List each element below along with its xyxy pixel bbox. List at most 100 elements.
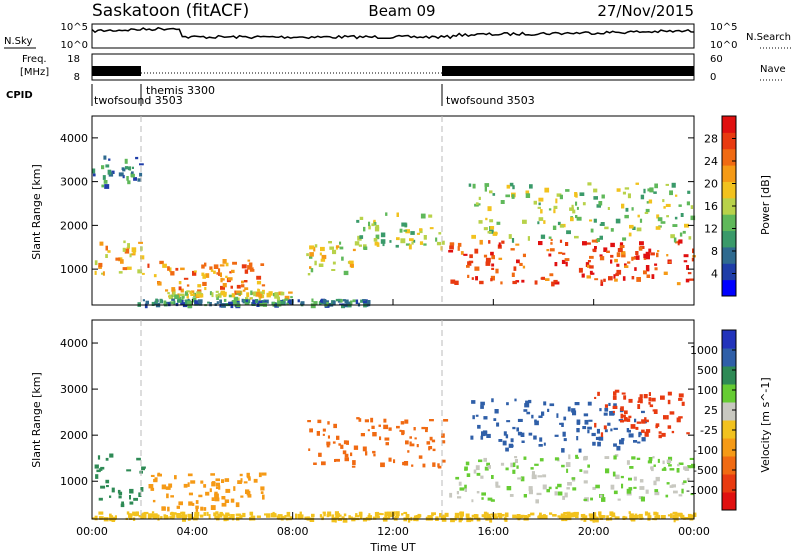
heatmap-cell <box>122 247 126 252</box>
heatmap-cell <box>658 431 662 434</box>
heatmap-cell <box>485 431 488 436</box>
heatmap-cell <box>346 440 349 445</box>
heatmap-cell <box>202 281 207 286</box>
heatmap-cell <box>178 286 182 291</box>
heatmap-cell <box>461 511 464 517</box>
heatmap-cell <box>683 254 689 258</box>
heatmap-cell <box>384 511 389 514</box>
heatmap-cell <box>132 511 136 516</box>
heatmap-cell <box>481 514 485 518</box>
heatmap-cell <box>339 246 344 250</box>
heatmap-cell <box>215 290 219 293</box>
heatmap-cell <box>657 250 660 253</box>
heatmap-cell <box>636 457 641 460</box>
heatmap-cell <box>383 424 389 430</box>
heatmap-cell <box>668 456 673 461</box>
heatmap-cell <box>660 395 665 400</box>
heatmap-cell <box>610 512 616 516</box>
heatmap-cell <box>183 483 188 488</box>
heatmap-cell <box>208 514 211 519</box>
heatmap-cell <box>167 292 170 295</box>
heatmap-cell <box>641 429 645 433</box>
heatmap-cell <box>563 512 567 515</box>
heatmap-cell <box>384 515 388 519</box>
heatmap-cell <box>561 259 566 264</box>
heatmap-cell <box>470 435 474 440</box>
heatmap-cell <box>126 469 132 472</box>
heatmap-cell <box>553 205 558 209</box>
heatmap-cell <box>621 483 624 489</box>
heatmap-cell <box>675 241 679 244</box>
heatmap-cell <box>615 474 620 480</box>
heatmap-cell <box>552 514 557 517</box>
heatmap-cell <box>131 247 137 253</box>
heatmap-cell <box>195 505 199 509</box>
heatmap-cell <box>614 258 618 263</box>
heatmap-cell <box>515 280 520 283</box>
heatmap-cell <box>329 246 334 250</box>
heatmap-cell <box>605 468 610 474</box>
heatmap-cell <box>339 241 342 245</box>
heatmap-cell <box>441 518 447 522</box>
heatmap-cell <box>228 516 232 520</box>
heatmap-cell <box>624 265 629 268</box>
heatmap-cell <box>549 248 555 252</box>
heatmap-cell <box>94 260 98 266</box>
heatmap-cell <box>559 194 563 200</box>
heatmap-cell <box>516 514 521 518</box>
heatmap-cell <box>454 280 459 285</box>
heatmap-cell <box>612 471 616 477</box>
heatmap-cell <box>648 402 651 405</box>
heatmap-cell <box>319 252 322 256</box>
heatmap-cell <box>647 188 653 192</box>
heatmap-cell <box>417 514 422 518</box>
colorbar-tick-label: -1000 <box>686 484 718 497</box>
heatmap-cell <box>192 297 197 303</box>
heatmap-cell <box>611 515 616 518</box>
heatmap-cell <box>111 487 115 493</box>
heatmap-cell <box>463 253 468 256</box>
colorbar-segment <box>722 492 736 511</box>
heatmap-cell <box>531 474 537 480</box>
heatmap-cell <box>358 244 362 247</box>
heatmap-cell <box>487 497 493 501</box>
heatmap-cell <box>557 221 561 226</box>
heatmap-cell <box>522 265 526 269</box>
heatmap-cell <box>334 517 337 523</box>
heatmap-cell <box>214 497 220 502</box>
heatmap-cell <box>599 254 603 257</box>
heatmap-cell <box>582 516 587 520</box>
heatmap-cell <box>571 204 574 210</box>
heatmap-cell <box>576 419 581 425</box>
heatmap-cell <box>396 425 400 429</box>
heatmap-cell <box>260 491 264 494</box>
heatmap-cell <box>486 462 490 466</box>
heatmap-cell <box>308 448 311 451</box>
heatmap-cell <box>371 223 375 227</box>
heatmap-cell <box>500 200 505 204</box>
heatmap-cell <box>546 249 550 252</box>
heatmap-cell <box>290 300 294 306</box>
heatmap-cell <box>612 395 617 400</box>
heatmap-cell <box>520 476 525 482</box>
heatmap-cell <box>621 252 626 258</box>
heatmap-cell <box>256 280 262 285</box>
heatmap-cell <box>613 443 617 447</box>
heatmap-cell <box>598 436 604 441</box>
heatmap-cell <box>678 397 683 401</box>
heatmap-cell <box>354 515 360 518</box>
heatmap-cell <box>374 241 379 246</box>
heatmap-cell <box>572 209 576 214</box>
heatmap-cell <box>129 495 131 500</box>
heatmap-cell <box>615 218 621 224</box>
heatmap-cell <box>241 280 244 284</box>
heatmap-cell <box>520 515 524 519</box>
heatmap-cell <box>668 260 672 264</box>
heatmap-cell <box>214 493 219 498</box>
heatmap-cell <box>622 276 626 281</box>
heatmap-cell <box>607 422 611 426</box>
heatmap-cell <box>485 257 491 263</box>
heatmap-cell <box>516 427 519 432</box>
heatmap-cell <box>636 227 642 232</box>
colorbar-segment <box>722 384 736 403</box>
